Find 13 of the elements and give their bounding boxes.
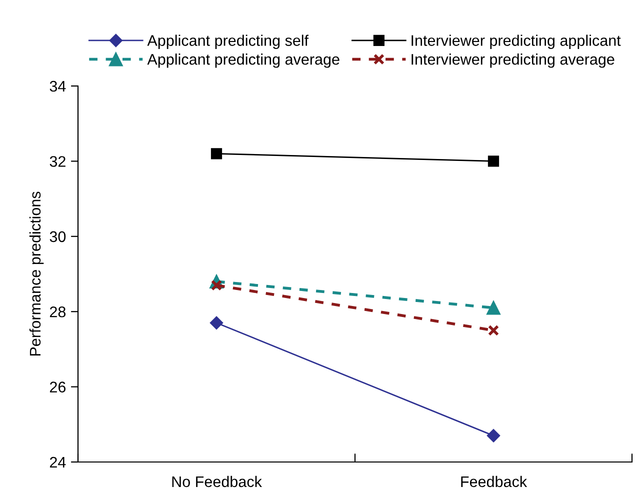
y-tick-label: 26 [50,382,66,392]
legend-label: Interviewer predicting average [412,54,614,68]
y-tick-label: 24 [50,456,66,468]
y-tick-label: 28 [50,306,66,318]
legend-label: Applicant predicting self [147,34,309,49]
x-tick-label: Feedback [461,476,528,488]
y-tick-label: 32 [50,156,66,167]
x-tick-label: No Feedback [172,476,262,488]
y-tick-label: 30 [50,231,66,242]
y-tick-label: 34 [50,80,66,92]
y-axis-title: Performance predictions [29,192,44,356]
legend-label: Interviewer predicting applicant [412,34,621,49]
legend-label: Applicant predicting average [147,54,340,68]
